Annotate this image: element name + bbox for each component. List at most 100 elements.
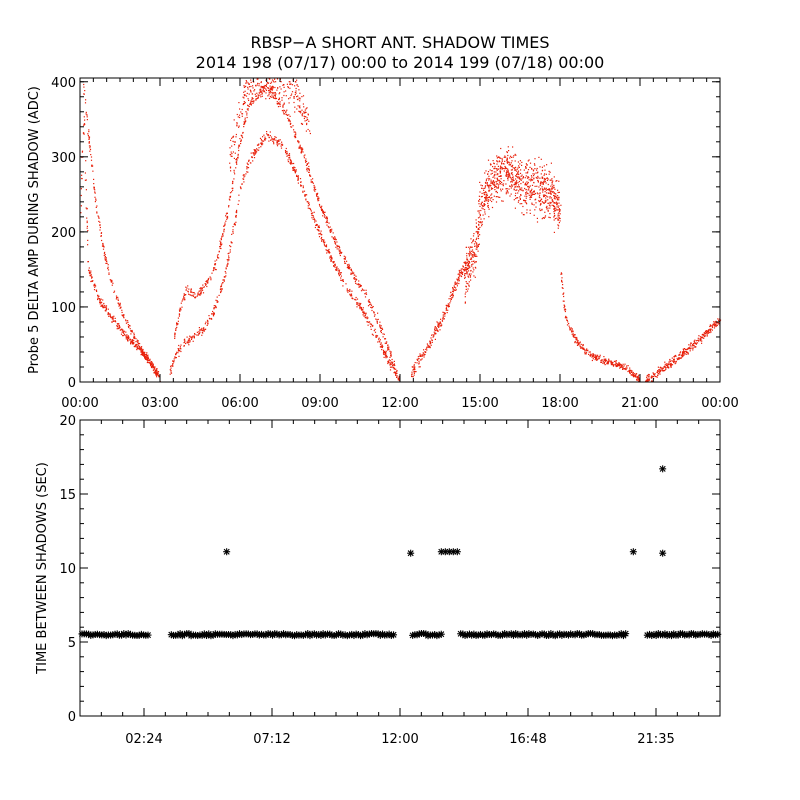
amplitude-point: [127, 335, 129, 337]
amplitude-point: [324, 211, 326, 213]
amplitude-point: [125, 319, 127, 321]
amplitude-point: [105, 308, 107, 311]
amplitude-point: [449, 295, 451, 297]
amplitude-point: [305, 194, 307, 196]
amplitude-point: [496, 178, 499, 180]
amplitude-point: [352, 271, 354, 273]
amplitude-point: [461, 272, 463, 274]
amplitude-point: [509, 185, 511, 187]
amplitude-point: [443, 312, 445, 314]
amplitude-point: [549, 205, 551, 207]
amplitude-point: [355, 282, 357, 284]
amplitude-point: [669, 363, 671, 365]
amplitude-point: [281, 97, 283, 99]
amplitude-point: [118, 323, 120, 325]
amplitude-point: [249, 89, 251, 91]
amplitude-point: [211, 313, 213, 315]
amplitude-point: [478, 195, 480, 197]
amplitude-point: [91, 276, 93, 278]
outlier-gap-point: [659, 549, 667, 557]
amplitude-point: [532, 170, 534, 172]
amplitude-point: [243, 97, 245, 99]
amplitude-point: [274, 86, 276, 89]
amplitude-point: [338, 272, 340, 274]
amplitude-point: [118, 305, 120, 307]
amplitude-point: [235, 216, 237, 218]
amplitude-point: [505, 156, 507, 158]
amplitude-point: [584, 352, 586, 354]
amplitude-point: [246, 162, 248, 164]
amplitude-point: [615, 362, 617, 364]
amplitude-point: [232, 189, 234, 191]
amplitude-point: [711, 329, 713, 331]
y-tick-label: 0: [68, 710, 76, 725]
amplitude-point: [547, 178, 549, 180]
amplitude-point: [117, 328, 119, 330]
amplitude-point: [297, 105, 299, 107]
amplitude-point: [541, 170, 543, 172]
amplitude-point: [549, 201, 551, 203]
amplitude-point: [233, 178, 235, 180]
amplitude-point: [259, 137, 262, 139]
amplitude-point: [482, 205, 484, 207]
amplitude-point: [289, 121, 291, 123]
amplitude-point: [367, 324, 369, 326]
amplitude-point: [236, 124, 238, 126]
amplitude-point: [129, 338, 131, 340]
amplitude-point: [287, 87, 289, 89]
amplitude-point: [330, 259, 332, 262]
amplitude-point: [506, 159, 508, 161]
amplitude-point: [97, 295, 99, 297]
amplitude-point: [629, 371, 631, 373]
amplitude-point: [350, 295, 352, 297]
amplitude-point: [240, 188, 242, 190]
amplitude-point: [543, 194, 545, 196]
amplitude-point: [670, 366, 672, 368]
amplitude-point: [245, 82, 247, 84]
amplitude-point: [419, 366, 421, 368]
amplitude-point: [274, 94, 276, 97]
amplitude-point: [484, 172, 486, 174]
amplitude-point: [321, 209, 323, 211]
amplitude-point: [349, 288, 351, 291]
amplitude-point: [299, 111, 301, 113]
amplitude-point: [462, 265, 464, 267]
amplitude-point: [297, 182, 299, 184]
amplitude-point: [526, 191, 528, 193]
amplitude-point: [181, 300, 183, 302]
amplitude-point: [664, 363, 666, 365]
amplitude-point: [220, 239, 222, 241]
amplitude-point: [571, 333, 573, 335]
amplitude-point: [429, 343, 431, 345]
amplitude-point: [425, 348, 427, 350]
amplitude-point: [604, 360, 607, 362]
amplitude-point: [368, 299, 370, 301]
amplitude-point: [99, 301, 102, 303]
amplitude-point: [254, 150, 256, 152]
amplitude-point: [462, 268, 465, 271]
amplitude-point: [203, 329, 205, 331]
amplitude-point: [549, 217, 551, 219]
y-tick-label: 5: [68, 636, 76, 651]
amplitude-point: [557, 189, 559, 191]
amplitude-point: [471, 256, 473, 258]
amplitude-point: [529, 192, 531, 194]
amplitude-point: [544, 215, 547, 217]
amplitude-point: [537, 180, 539, 182]
amplitude-point: [696, 342, 699, 344]
amplitude-point: [573, 334, 575, 336]
amplitude-point: [299, 97, 301, 99]
amplitude-point: [533, 173, 535, 175]
amplitude-point: [548, 173, 550, 175]
amplitude-point: [475, 267, 477, 269]
amplitude-point: [294, 137, 296, 139]
amplitude-point: [143, 355, 145, 357]
amplitude-point: [316, 193, 318, 195]
amplitude-point: [452, 295, 454, 297]
amplitude-point: [578, 342, 580, 344]
amplitude-point: [507, 177, 509, 179]
amplitude-point: [440, 323, 442, 325]
amplitude-point: [252, 102, 254, 104]
amplitude-point: [465, 286, 467, 288]
amplitude-point: [487, 206, 489, 208]
